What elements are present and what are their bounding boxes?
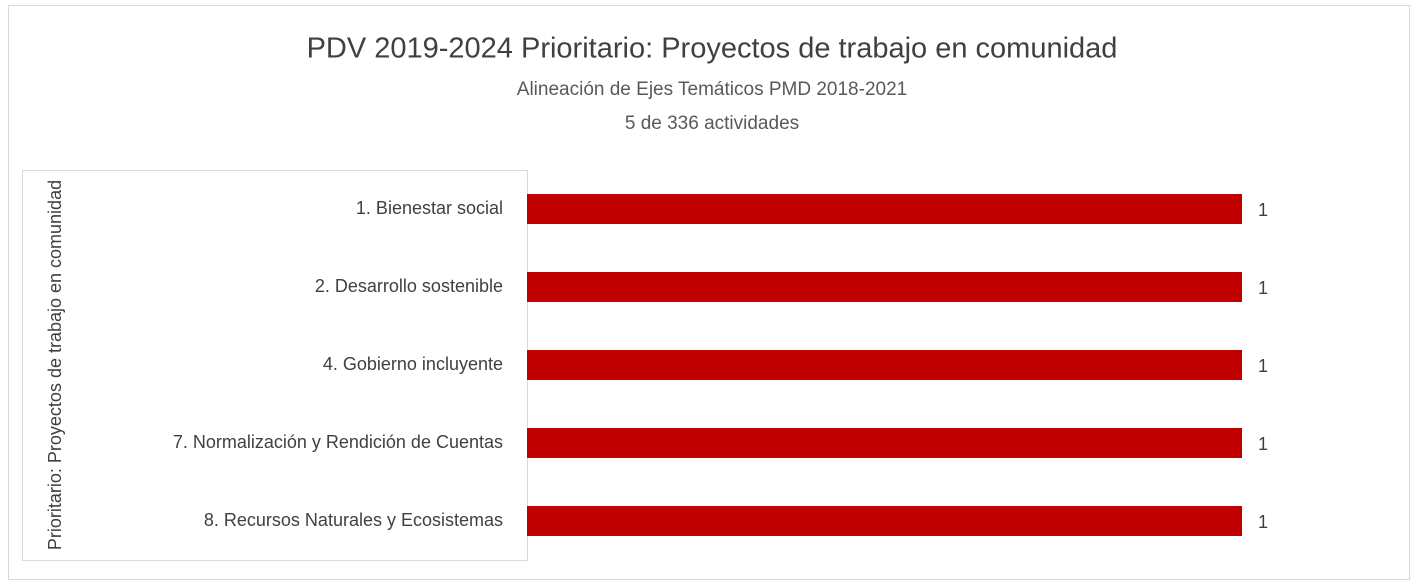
- value-label: 1: [1258, 200, 1268, 220]
- bar: [527, 272, 1242, 302]
- value-label: 1: [1258, 356, 1268, 376]
- chart-title: PDV 2019-2024 Prioritario: Proyectos de …: [307, 33, 1118, 65]
- group-label: Prioritario: Proyectos de trabajo en com…: [44, 179, 65, 551]
- bar: [527, 428, 1242, 458]
- category-label: 4. Gobierno incluyente: [323, 354, 503, 374]
- bar: [527, 506, 1242, 536]
- chart-subtitle: Alineación de Ejes Temáticos PMD 2018-20…: [517, 79, 907, 100]
- category-label: 7. Normalización y Rendición de Cuentas: [173, 432, 503, 452]
- category-label: 1. Bienestar social: [356, 198, 503, 218]
- category-label: 2. Desarrollo sostenible: [315, 276, 503, 296]
- bar: [527, 194, 1242, 224]
- chart-subtitle: 5 de 336 actividades: [625, 113, 799, 134]
- bar: [527, 350, 1242, 380]
- value-label: 1: [1258, 512, 1268, 532]
- group-label-box: Prioritario: Proyectos de trabajo en com…: [44, 179, 65, 551]
- value-label: 1: [1258, 434, 1268, 454]
- value-label: 1: [1258, 278, 1268, 298]
- category-label: 8. Recursos Naturales y Ecosistemas: [204, 510, 503, 530]
